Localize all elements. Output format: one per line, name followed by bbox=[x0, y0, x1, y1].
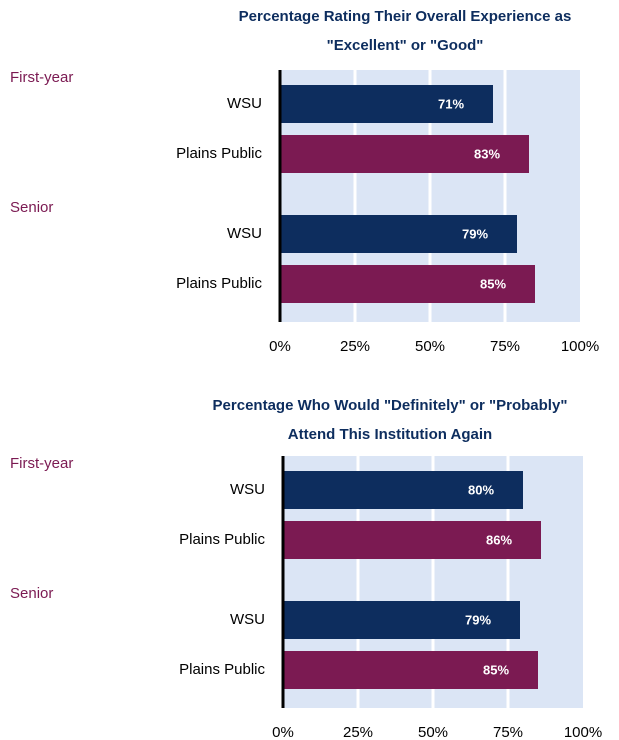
category-label: Plains Public bbox=[179, 531, 265, 548]
category-label: Plains Public bbox=[176, 275, 262, 292]
value-label: 71% bbox=[438, 96, 464, 111]
value-label: 79% bbox=[462, 226, 488, 241]
category-label: WSU bbox=[227, 95, 262, 112]
bar bbox=[280, 215, 517, 253]
chart-title: Percentage Rating Their Overall Experien… bbox=[238, 8, 572, 54]
x-tick-label: 100% bbox=[564, 724, 602, 740]
bar bbox=[283, 651, 538, 689]
bar bbox=[280, 85, 493, 123]
group-label: First-year bbox=[10, 455, 73, 472]
x-tick-label: 75% bbox=[490, 338, 520, 355]
category-label: Plains Public bbox=[176, 145, 262, 162]
category-label: WSU bbox=[230, 611, 265, 628]
bar bbox=[283, 521, 541, 559]
value-label: 79% bbox=[465, 612, 491, 627]
x-tick-label: 50% bbox=[415, 338, 445, 355]
x-tick-label: 75% bbox=[493, 724, 523, 740]
value-label: 80% bbox=[468, 482, 494, 497]
category-label: WSU bbox=[230, 481, 265, 498]
bar bbox=[283, 601, 520, 639]
chart-title: Percentage Who Would "Definitely" or "Pr… bbox=[212, 397, 568, 443]
group-label: First-year bbox=[10, 69, 73, 86]
x-tick-label: 50% bbox=[418, 724, 448, 740]
x-tick-label: 100% bbox=[561, 338, 599, 355]
value-label: 83% bbox=[474, 146, 500, 161]
x-tick-label: 25% bbox=[343, 724, 373, 740]
value-label: 85% bbox=[483, 662, 509, 677]
bar bbox=[280, 265, 535, 303]
x-tick-label: 25% bbox=[340, 338, 370, 355]
bar bbox=[280, 135, 529, 173]
value-label: 85% bbox=[480, 276, 506, 291]
x-tick-label: 0% bbox=[269, 338, 291, 355]
group-label: Senior bbox=[10, 199, 53, 216]
group-label: Senior bbox=[10, 585, 53, 602]
bar bbox=[283, 471, 523, 509]
category-label: Plains Public bbox=[179, 661, 265, 678]
x-tick-label: 0% bbox=[272, 724, 294, 740]
category-label: WSU bbox=[227, 225, 262, 242]
value-label: 86% bbox=[486, 532, 512, 547]
